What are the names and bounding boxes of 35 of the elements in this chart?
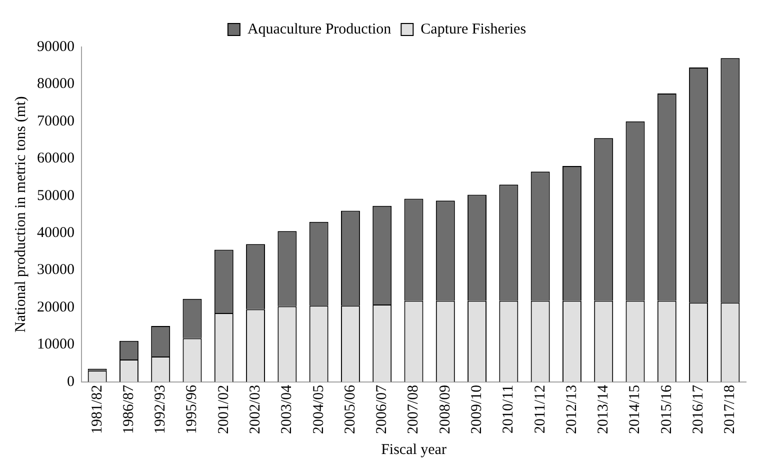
x-tick-label: 2016/17 <box>690 384 706 434</box>
x-tick-label: 2010/11 <box>500 384 517 434</box>
x-tick-label: 1981/82 <box>89 384 106 434</box>
x-tick-label: 2001/02 <box>216 384 232 434</box>
y-tick-label: 90000 <box>37 38 74 55</box>
legend-label: Capture Fisheries <box>420 21 526 38</box>
x-tick-label: 2004/05 <box>310 384 327 434</box>
y-tick-label: 70000 <box>37 113 74 130</box>
x-tick-label: 2013/14 <box>596 384 612 434</box>
y-tick-label: 20000 <box>37 299 74 316</box>
x-tick-label: 2006/07 <box>374 384 390 434</box>
y-tick-label: 10000 <box>37 336 74 353</box>
x-tick-label: 1995/96 <box>184 384 200 434</box>
y-tick-label: 40000 <box>37 224 74 241</box>
x-tick-label: 1992/93 <box>152 384 169 434</box>
y-tick-label: 50000 <box>37 188 74 204</box>
legend-label: Aquaculture Production <box>247 21 392 38</box>
x-tick-label: 2011/12 <box>532 384 548 434</box>
x-tick-label: 2005/06 <box>342 384 358 434</box>
y-tick-label: 60000 <box>37 150 74 167</box>
x-tick-label: 2002/03 <box>247 384 264 434</box>
y-tick-label: 0 <box>67 374 74 390</box>
x-tick-label: 1986/87 <box>120 384 137 434</box>
y-axis-title: National production in metric tons (mt) <box>12 96 29 333</box>
x-tick-label: 2012/13 <box>564 384 580 434</box>
x-tick-label: 2008/09 <box>437 384 454 434</box>
y-tick-label: 30000 <box>37 262 74 278</box>
x-tick-label: 2009/10 <box>468 384 485 434</box>
x-tick-label: 2014/15 <box>627 384 644 434</box>
x-tick-label: 2017/18 <box>722 384 738 434</box>
x-tick-label: 2003/04 <box>279 384 296 434</box>
x-tick-label: 2015/16 <box>658 384 675 434</box>
y-tick-label: 80000 <box>37 76 74 92</box>
x-tick-label: 2007/08 <box>406 384 422 434</box>
x-axis-title: Fiscal year <box>381 442 446 458</box>
